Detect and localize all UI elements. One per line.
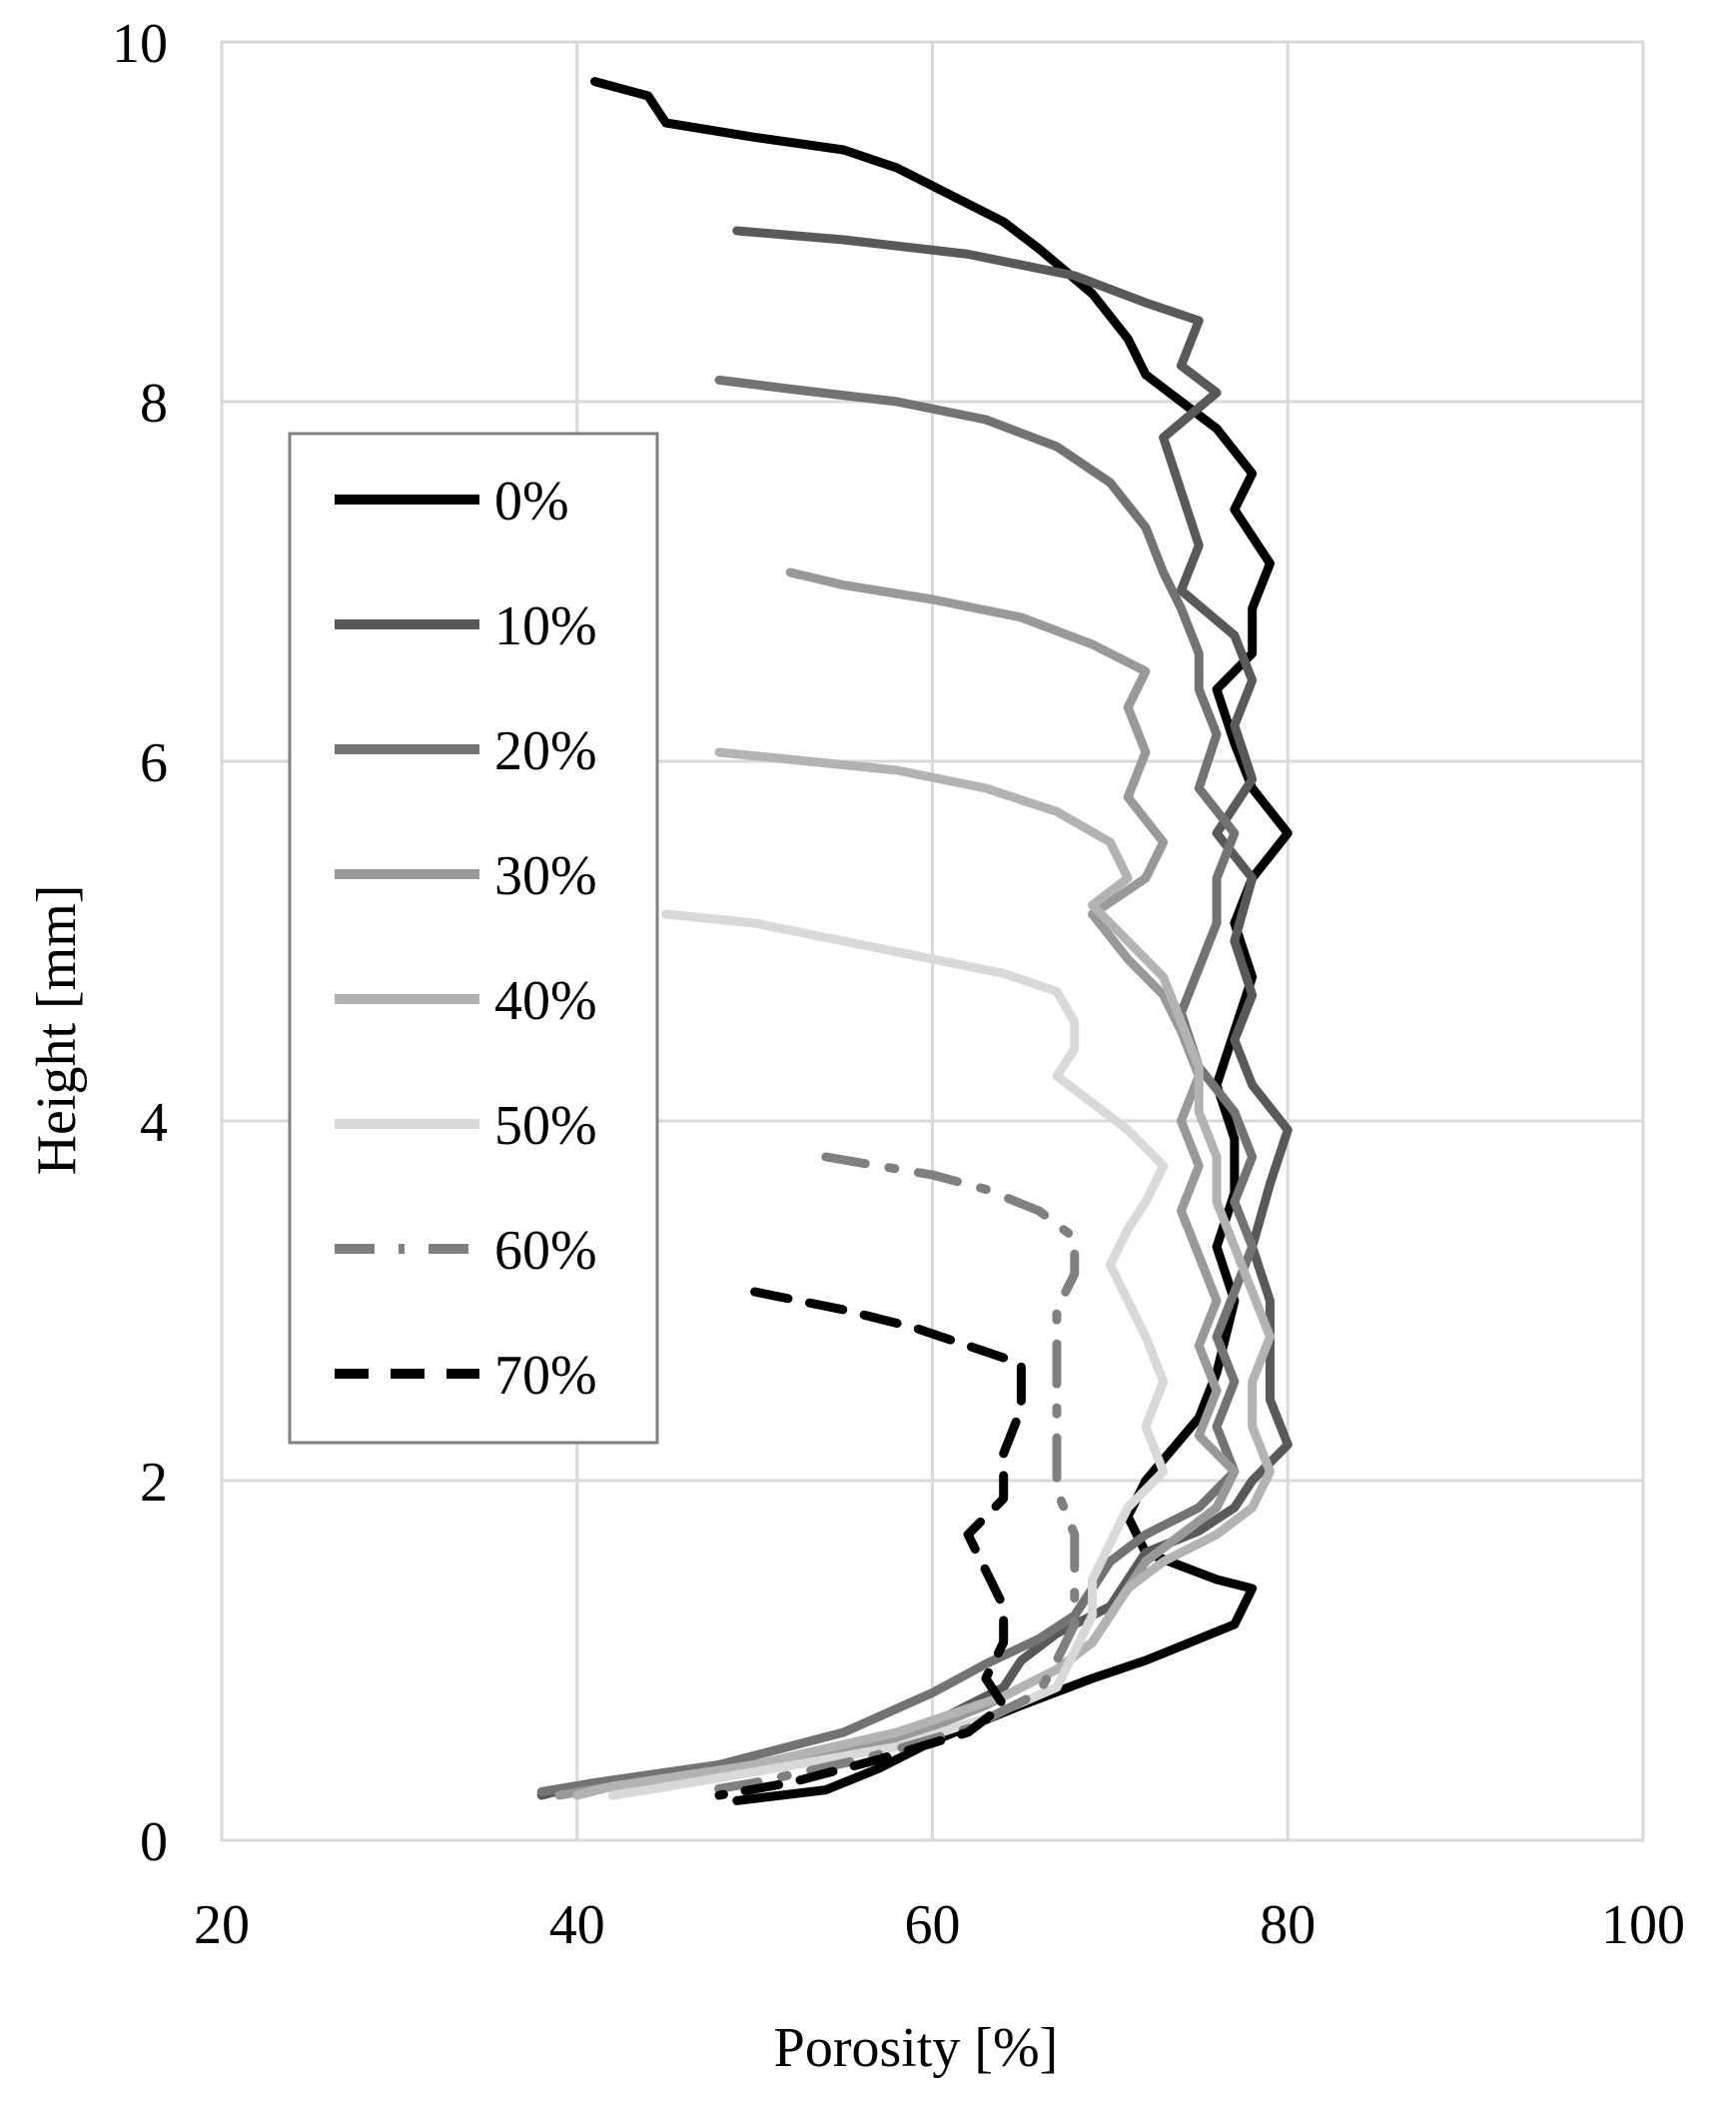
x-tick-label: 100: [1601, 1894, 1685, 1956]
series-line-50-pct: [607, 909, 1169, 1800]
y-axis-title: Height [mm]: [26, 885, 88, 1176]
y-tick-label: 0: [140, 1811, 168, 1873]
legend-label: 30%: [494, 845, 597, 907]
y-tick-label: 8: [140, 373, 168, 435]
x-axis-title: Porosity [%]: [774, 2017, 1059, 2079]
series-line-40-pct: [572, 747, 1275, 1800]
series-line-10-pct: [536, 226, 1293, 1800]
series-lines: [536, 77, 1293, 1805]
series-line-20-pct: [536, 375, 1258, 1796]
legend: 0% 10% 20% 30% 40% 50% 60% 70%: [288, 432, 659, 1445]
series-line-0-pct: [590, 77, 1293, 1805]
x-tick-label: 80: [1260, 1894, 1315, 1956]
x-tick-label: 20: [194, 1894, 250, 1956]
y-tick-label: 6: [140, 732, 168, 794]
y-tick-labels: 0 2 4 6 8 10: [112, 13, 168, 1873]
x-tick-label: 40: [549, 1894, 605, 1956]
series-line-60-pct: [696, 1152, 1080, 1796]
legend-label: 10%: [494, 595, 597, 657]
legend-box: [288, 432, 659, 1445]
plot-area: [220, 40, 1645, 1842]
series-line-30-pct: [554, 567, 1240, 1800]
legend-label: 70%: [494, 1345, 597, 1407]
legend-label: 40%: [494, 970, 597, 1032]
legend-label: 20%: [494, 720, 597, 782]
gridlines: [220, 40, 1645, 1842]
y-tick-label: 2: [140, 1452, 168, 1514]
series-line-70-pct: [714, 1287, 1026, 1800]
legend-label: 60%: [494, 1220, 597, 1282]
y-tick-label: 10: [112, 13, 168, 75]
y-tick-label: 4: [140, 1092, 168, 1154]
legend-label: 50%: [494, 1095, 597, 1157]
x-tick-label: 60: [905, 1894, 961, 1956]
legend-label: 0%: [494, 471, 569, 532]
x-tick-labels: 20 40 60 80 100: [194, 1894, 1685, 1956]
